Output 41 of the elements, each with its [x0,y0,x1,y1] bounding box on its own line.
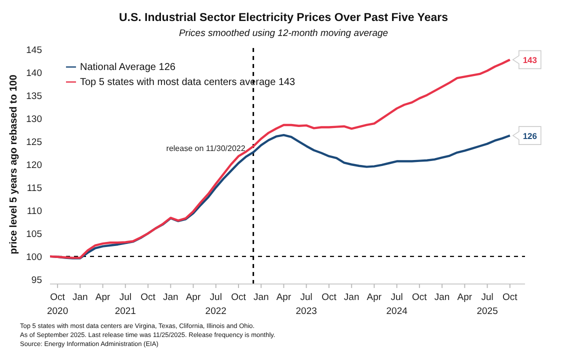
y-tick-label: 135 [26,90,42,102]
x-tick-label: Oct [231,292,246,303]
ref-line-label: release on 11/30/2022 [166,144,246,153]
x-tick-label: Apr [95,292,110,303]
x-tick-label: Oct [140,292,156,303]
y-tick-label: 115 [26,182,42,194]
y-tick-label: 125 [26,136,42,148]
x-tick-label: Oct 2020 [46,292,68,317]
x-tick-label: Jan [253,292,269,303]
y-axis-title: price level 5 years ago rebased to 100 [8,74,20,254]
x-tick-label: Jul 2022 [205,292,226,317]
legend-label: Top 5 states with most data centers average 143 [80,77,296,88]
y-tick-label: 105 [26,228,42,240]
x-tick-label: Jan [72,292,88,303]
y-tick-label: 95 [31,274,42,286]
x-tick-label: Apr [276,292,292,303]
x-tick-label: Oct [412,292,428,303]
x-tick-label: Jul 2024 [386,292,408,317]
x-tick-label: Apr [366,292,382,303]
chart-subtitle: Prices smoothed using 12-month moving average [178,28,390,39]
y-tick-label: 130 [26,114,42,125]
y-tick-label: 120 [26,160,42,171]
x-tick-label: Apr [457,292,472,303]
chart-title: U.S. Industrial Sector Electricity Prices Over Past Five Years [118,12,449,24]
y-tick-label: 110 [26,206,42,217]
x-tick-label: Oct [502,292,518,303]
x-tick-label: Jul 2021 [114,292,136,317]
y-tick-label: 100 [26,252,42,263]
data-label: 143 [522,55,538,66]
x-tick-label: Apr [186,292,201,303]
x-tick-label: Jan [434,292,450,303]
y-tick-label: 145 [26,44,42,56]
x-tick-label: Jul 2023 [296,292,317,317]
x-tick-label: Oct [322,292,337,303]
x-tick-label: Jan [162,292,178,303]
data-label: 126 [522,131,538,142]
line-series [50,58,512,259]
legend-label: National Average 126 [80,62,176,73]
y-tick-label: 140 [26,68,42,79]
x-tick-label: Jan [344,292,360,303]
x-tick-label: Jul 2025 [476,292,498,317]
